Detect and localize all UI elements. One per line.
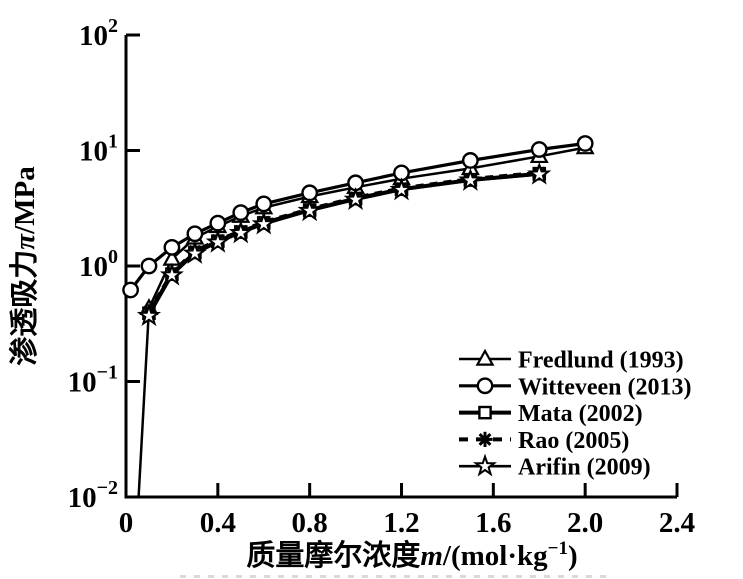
circle-marker [461, 152, 479, 169]
legend-label: Arifin (2009) [518, 455, 651, 481]
star-marker [228, 220, 253, 244]
data-series-group [122, 135, 595, 498]
legend: Fredlund (1993)Witteveen (2013)Mata (200… [459, 348, 692, 481]
circle-marker [163, 238, 181, 256]
cropped-caption-noise [180, 575, 610, 578]
x-tick-label: 1.6 [475, 507, 511, 539]
legend-item-mata-2002: Mata (2002) [459, 401, 643, 427]
star-marker [251, 211, 276, 235]
x-tick-label: 2.0 [567, 507, 603, 539]
star-marker [472, 453, 498, 477]
legend-label: Witteveen (2013) [518, 374, 692, 400]
legend-item-arifin-2009: Arifin (2009) [459, 453, 651, 481]
series-line-rao-2005 [147, 170, 540, 314]
y-tick-label: 100 [79, 246, 118, 283]
star-marker [136, 303, 162, 327]
circle-marker [140, 257, 158, 275]
y-tick-label: 10−2 [68, 477, 118, 514]
circle-marker [530, 141, 548, 158]
circle-marker [186, 225, 204, 243]
series-witteveen-2013 [122, 135, 594, 299]
square-marker [478, 405, 492, 420]
star-marker [182, 240, 207, 264]
series-line-witteveen-2013 [129, 141, 586, 291]
x-tick-label: 0.8 [292, 507, 328, 539]
circle-marker [232, 204, 250, 221]
legend-label: Fredlund (1993) [518, 348, 684, 374]
legend-label: Rao (2005) [518, 428, 629, 454]
x-axis-label: 质量摩尔浓度m/(mol·kg−1) [246, 538, 577, 572]
asterisk-marker [478, 432, 492, 446]
circle-marker [301, 184, 319, 202]
x-tick-label: 1.2 [383, 507, 419, 539]
y-tick-label: 102 [79, 15, 118, 52]
y-tick-label: 101 [79, 131, 118, 168]
x-tick-label: 0 [119, 507, 134, 539]
star-marker [205, 229, 230, 253]
triangle-marker [475, 348, 495, 366]
legend-label: Mata (2002) [518, 401, 643, 427]
circle-marker [122, 281, 139, 299]
circle-marker [476, 377, 494, 395]
legend-item-fredlund-1993: Fredlund (1993) [459, 348, 684, 374]
y-axis-label: 渗透吸力π/MPa [7, 166, 41, 366]
star-marker [343, 187, 368, 211]
axis-ticks: 102 101 100 10−1 10−20 0.4 0.8 1.2 1.6 2.0 2.4 [68, 15, 696, 539]
circle-marker [209, 214, 227, 232]
circle-marker [255, 195, 273, 213]
star-marker [159, 262, 184, 286]
legend-item-rao-2005: Rao (2005) [459, 428, 629, 454]
star-marker [458, 167, 483, 191]
series-arifin-2009 [136, 161, 552, 327]
legend-item-witteveen-2013: Witteveen (2013) [459, 374, 692, 400]
star-marker [527, 161, 552, 185]
star-marker [389, 177, 414, 201]
star-marker [297, 198, 322, 222]
y-tick-label: 10−1 [68, 362, 118, 399]
x-tick-label: 2.4 [659, 507, 695, 539]
circle-marker [576, 135, 594, 152]
x-tick-label: 0.4 [200, 507, 236, 539]
